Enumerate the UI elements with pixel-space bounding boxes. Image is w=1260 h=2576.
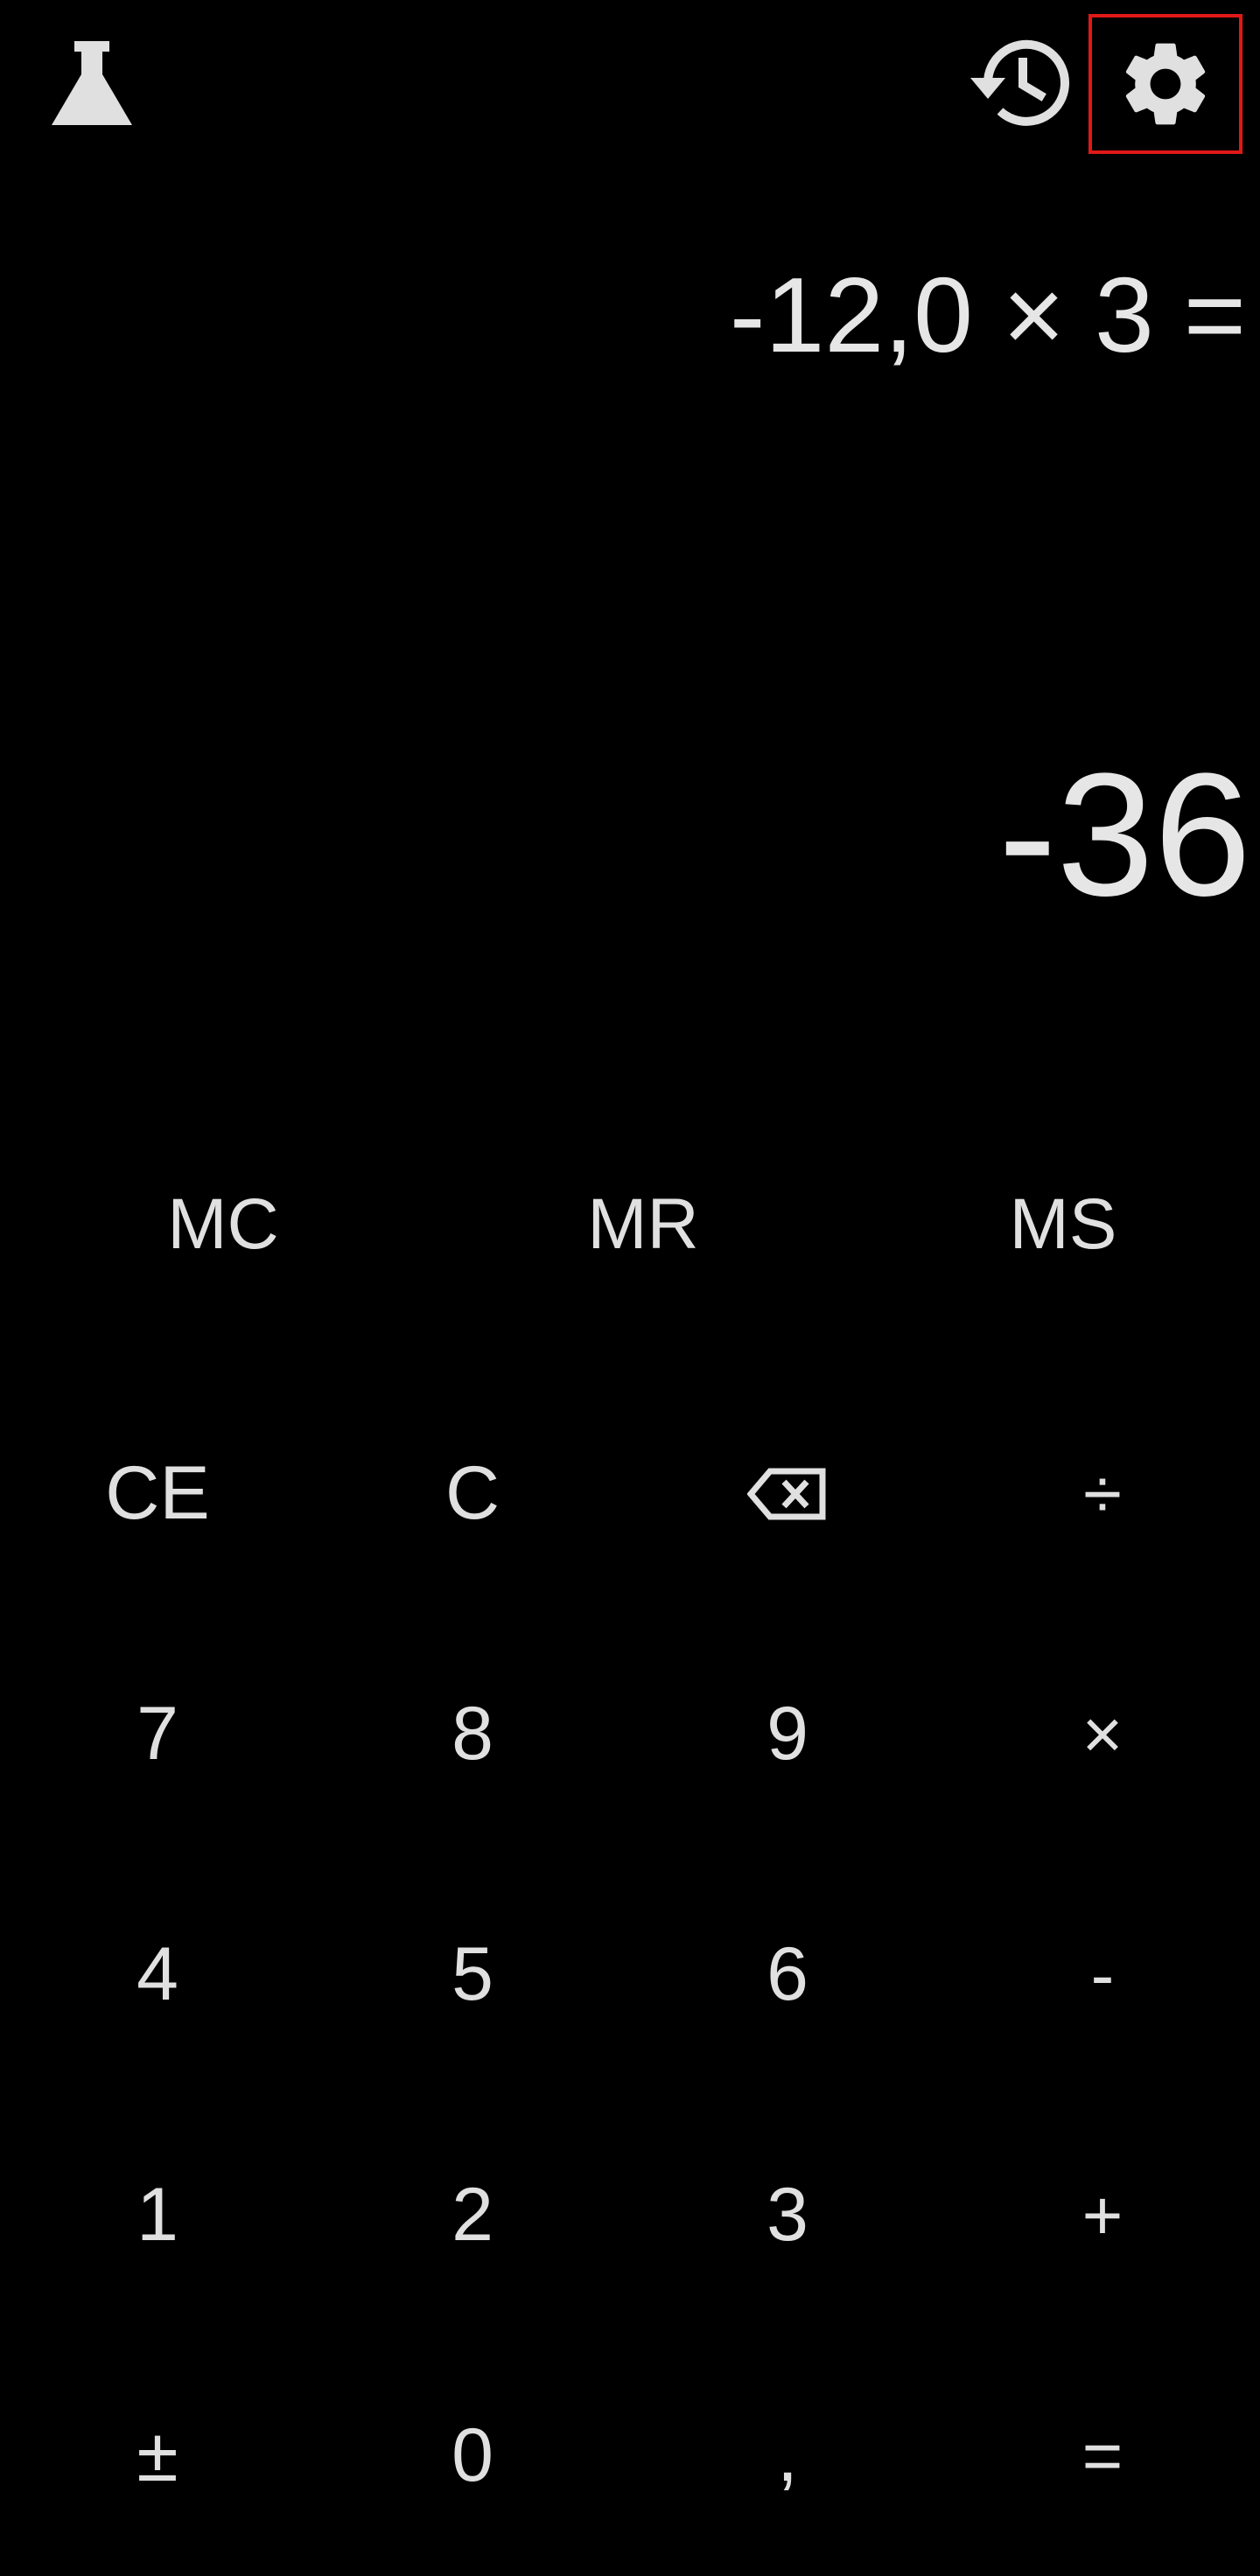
clear-button[interactable]: C	[444, 1451, 500, 1535]
expression-display: -12,0 × 3 =	[729, 255, 1246, 374]
decimal-button[interactable]: ,	[777, 2413, 798, 2497]
digit-7-button[interactable]: 7	[136, 1692, 178, 1776]
memory-clear-button[interactable]: MC	[167, 1184, 279, 1264]
toolbar	[0, 0, 1260, 166]
digit-8-button[interactable]: 8	[452, 1692, 494, 1776]
minus-button[interactable]: -	[1090, 1935, 1115, 2014]
history-icon[interactable]	[954, 26, 1076, 140]
plus-minus-button[interactable]: ±	[136, 2413, 178, 2497]
digit-1-button[interactable]: 1	[136, 2173, 178, 2257]
multiply-button[interactable]: ×	[1082, 1694, 1124, 1773]
settings-button[interactable]	[1088, 14, 1242, 154]
memory-row: MC MR MS	[0, 1137, 1260, 1312]
memory-store-button[interactable]: MS	[1009, 1184, 1117, 1264]
digit-6-button[interactable]: 6	[766, 1932, 808, 2016]
result-display: -36	[998, 737, 1251, 932]
backspace-icon	[747, 1468, 826, 1519]
flask-icon[interactable]	[35, 26, 149, 140]
backspace-button[interactable]	[630, 1373, 945, 1614]
gear-icon	[1125, 43, 1206, 125]
equals-button[interactable]: =	[1082, 2416, 1124, 2495]
divide-button[interactable]: ÷	[1083, 1454, 1122, 1532]
clear-entry-button[interactable]: CE	[105, 1451, 210, 1535]
digit-3-button[interactable]: 3	[766, 2173, 808, 2257]
memory-recall-button[interactable]: MR	[587, 1184, 699, 1264]
keypad: CE C ÷ 7 8 9 × 4 5 6 - 1 2 3 + ± 0 , =	[0, 1373, 1260, 2570]
digit-2-button[interactable]: 2	[452, 2173, 494, 2257]
plus-button[interactable]: +	[1082, 2175, 1124, 2254]
digit-9-button[interactable]: 9	[766, 1692, 808, 1776]
digit-0-button[interactable]: 0	[452, 2413, 494, 2497]
digit-4-button[interactable]: 4	[136, 1932, 178, 2016]
digit-5-button[interactable]: 5	[452, 1932, 494, 2016]
